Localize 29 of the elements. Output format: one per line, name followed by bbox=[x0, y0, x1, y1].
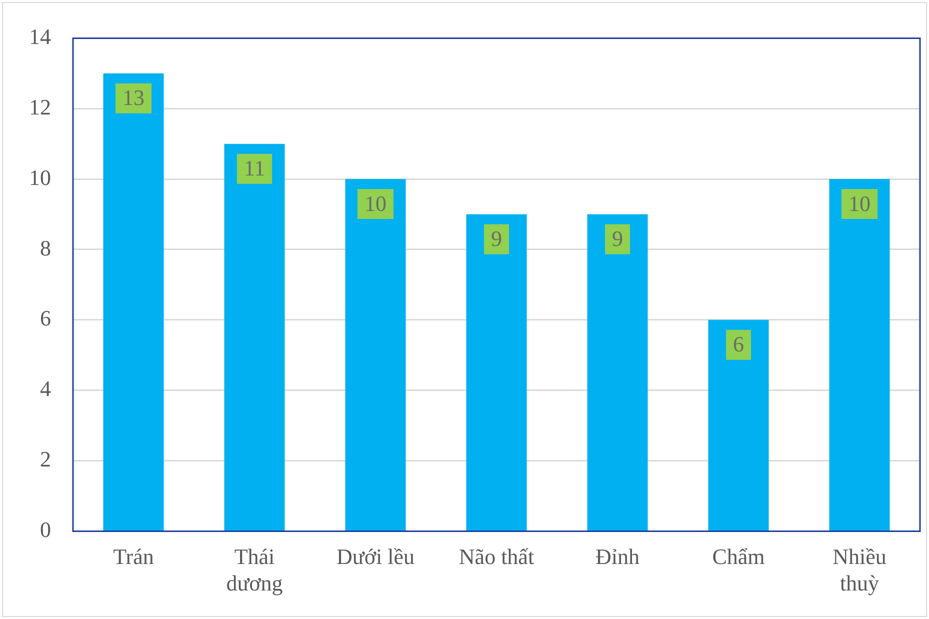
x-tick-label: Thái dương bbox=[226, 544, 283, 596]
data-label: 9 bbox=[491, 226, 502, 252]
y-tick-label: 0 bbox=[40, 516, 51, 542]
x-tick-label: Dưới lều bbox=[336, 544, 414, 570]
data-label: 6 bbox=[733, 332, 744, 357]
data-label: 10 bbox=[848, 190, 870, 216]
bar bbox=[587, 214, 648, 530]
x-tick-label: Chẩm bbox=[712, 544, 765, 570]
data-label: 13 bbox=[122, 85, 144, 110]
data-label: 11 bbox=[244, 156, 266, 181]
data-label: 10 bbox=[364, 190, 386, 216]
bar bbox=[466, 214, 527, 530]
y-tick-label: 12 bbox=[29, 94, 51, 120]
y-tick-label: 8 bbox=[40, 235, 51, 260]
bar bbox=[103, 73, 164, 530]
y-tick-label: 6 bbox=[40, 306, 51, 331]
bar bbox=[224, 144, 285, 530]
x-tick-label: Nhiều thuỳ bbox=[832, 544, 886, 596]
bar bbox=[345, 179, 406, 530]
y-tick-label: 14 bbox=[29, 24, 51, 49]
x-tick-label: Đỉnh bbox=[596, 544, 640, 570]
x-tick-label: Não thất bbox=[458, 544, 534, 570]
bar bbox=[829, 179, 890, 530]
y-tick-label: 10 bbox=[29, 164, 51, 190]
bar bbox=[708, 320, 769, 530]
x-tick-label: Trán bbox=[113, 544, 154, 570]
y-tick-label: 4 bbox=[40, 376, 51, 402]
y-tick-label: 2 bbox=[40, 446, 51, 472]
data-label: 9 bbox=[612, 226, 623, 252]
